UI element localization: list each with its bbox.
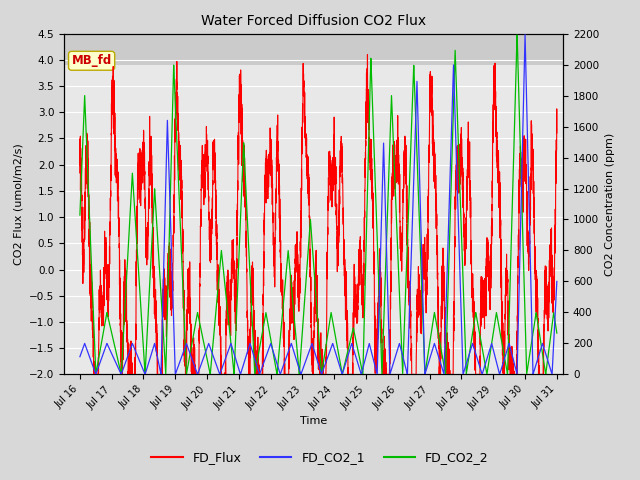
- Legend: FD_Flux, FD_CO2_1, FD_CO2_2: FD_Flux, FD_CO2_1, FD_CO2_2: [147, 446, 493, 469]
- Y-axis label: CO2 Concentration (ppm): CO2 Concentration (ppm): [605, 132, 615, 276]
- Title: Water Forced Diffusion CO2 Flux: Water Forced Diffusion CO2 Flux: [201, 14, 426, 28]
- Text: MB_fd: MB_fd: [72, 54, 112, 67]
- X-axis label: Time: Time: [300, 416, 327, 426]
- Bar: [64, 34, 563, 65]
- Y-axis label: CO2 Flux (umol/m2/s): CO2 Flux (umol/m2/s): [13, 143, 23, 265]
